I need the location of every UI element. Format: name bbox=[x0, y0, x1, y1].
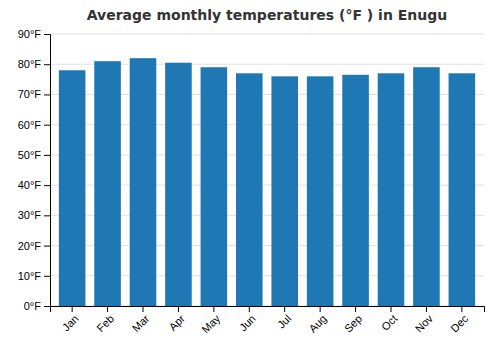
x-tick-label: Oct bbox=[379, 312, 400, 333]
y-tick-mark bbox=[44, 276, 50, 277]
y-tick-mark bbox=[44, 215, 50, 216]
x-tick-mark bbox=[355, 306, 356, 312]
bar bbox=[165, 63, 192, 306]
bar bbox=[201, 67, 228, 306]
bar bbox=[94, 61, 121, 306]
chart: Jan Feb Mar Apr May Jun Jul Aug Sep Oct Nov Dec 0°F 1… bbox=[0, 0, 500, 350]
x-tick-label: Feb bbox=[94, 312, 116, 334]
x-tick: May bbox=[199, 306, 223, 335]
x-tick: Jul bbox=[275, 306, 293, 331]
bar bbox=[342, 75, 369, 306]
y-tick-label: 60°F bbox=[18, 119, 42, 131]
x-tick-label: Sep bbox=[342, 312, 364, 334]
x-tick-mark bbox=[213, 306, 214, 312]
bar bbox=[236, 73, 263, 306]
y-tick-label: 90°F bbox=[18, 28, 42, 40]
bar bbox=[307, 76, 334, 306]
bar bbox=[449, 73, 476, 306]
x-tick-label: Apr bbox=[166, 312, 187, 333]
x-tick-mark bbox=[249, 306, 250, 312]
y-axis: 0°F 10°F 20°F 30°F 40°F 50°F 60°F 70°F 80°F 90°F bbox=[18, 28, 51, 312]
y-axis-line bbox=[44, 35, 51, 307]
x-axis: Jan Feb Mar Apr May Jun Jul Aug Sep Oct Nov Dec bbox=[51, 306, 485, 335]
x-tick-mark bbox=[320, 306, 321, 312]
y-tick: 70°F bbox=[18, 88, 50, 100]
y-tick-label: 30°F bbox=[18, 209, 42, 221]
x-tick-mark bbox=[426, 306, 427, 312]
y-tick: 40°F bbox=[18, 179, 50, 191]
x-tick-mark bbox=[107, 306, 108, 312]
x-tick-mark bbox=[143, 306, 144, 312]
bar bbox=[130, 58, 157, 306]
x-tick-mark bbox=[284, 306, 285, 312]
x-tick: Feb bbox=[94, 306, 116, 334]
y-tick: 0°F bbox=[24, 300, 50, 312]
grid-line bbox=[50, 34, 484, 35]
y-tick-mark bbox=[44, 306, 50, 307]
x-tick-label: May bbox=[199, 312, 223, 336]
x-tick-label: Jun bbox=[237, 312, 258, 333]
x-tick-label: Jul bbox=[275, 312, 293, 330]
bar bbox=[59, 70, 86, 306]
y-tick-label: 40°F bbox=[18, 179, 42, 191]
y-tick-mark bbox=[44, 64, 50, 65]
x-tick: Jun bbox=[237, 306, 258, 333]
bar bbox=[271, 76, 298, 306]
y-tick-label: 10°F bbox=[18, 270, 42, 282]
grid bbox=[50, 34, 484, 306]
x-tick-label: Jan bbox=[60, 312, 81, 333]
y-tick-label: 50°F bbox=[18, 149, 42, 161]
y-tick-mark bbox=[44, 34, 50, 35]
y-tick-mark bbox=[44, 155, 50, 156]
x-tick: Mar bbox=[130, 306, 152, 334]
y-tick-label: 0°F bbox=[24, 300, 42, 312]
x-tick-label: Nov bbox=[413, 312, 436, 335]
x-tick-label: Aug bbox=[306, 312, 328, 334]
x-tick: Jan bbox=[60, 306, 81, 333]
x-tick: Oct bbox=[379, 306, 400, 333]
y-tick-mark bbox=[44, 125, 50, 126]
y-tick-mark bbox=[44, 185, 50, 186]
y-tick: 30°F bbox=[18, 209, 50, 221]
y-tick-mark bbox=[44, 94, 50, 95]
plot: Jan Feb Mar Apr May Jun Jul Aug Sep Oct Nov Dec 0°F 1… bbox=[18, 28, 485, 335]
bar bbox=[378, 73, 405, 306]
x-tick-label: Dec bbox=[448, 312, 471, 335]
x-tick: Nov bbox=[413, 306, 436, 335]
y-tick: 50°F bbox=[18, 149, 50, 161]
x-tick: Aug bbox=[306, 306, 328, 335]
y-tick-label: 70°F bbox=[18, 88, 42, 100]
y-tick: 20°F bbox=[18, 240, 50, 252]
bar bbox=[413, 67, 440, 306]
x-tick: Dec bbox=[448, 306, 471, 335]
y-tick-label: 20°F bbox=[18, 240, 42, 252]
x-tick: Apr bbox=[166, 306, 187, 333]
bars bbox=[59, 58, 475, 306]
y-tick: 10°F bbox=[18, 270, 50, 282]
y-tick: 80°F bbox=[18, 58, 50, 70]
x-tick-mark bbox=[391, 306, 392, 312]
x-tick-mark bbox=[461, 306, 462, 312]
x-axis-line bbox=[51, 307, 485, 313]
y-tick: 60°F bbox=[18, 119, 50, 131]
x-tick-mark bbox=[178, 306, 179, 312]
x-tick-mark bbox=[72, 306, 73, 312]
y-tick: 90°F bbox=[18, 28, 50, 40]
title: Average monthly temperatures (°F ) in En… bbox=[87, 7, 447, 23]
x-tick: Sep bbox=[342, 306, 364, 335]
y-tick-label: 80°F bbox=[18, 58, 42, 70]
y-tick-mark bbox=[44, 246, 50, 247]
x-tick-label: Mar bbox=[130, 312, 152, 334]
